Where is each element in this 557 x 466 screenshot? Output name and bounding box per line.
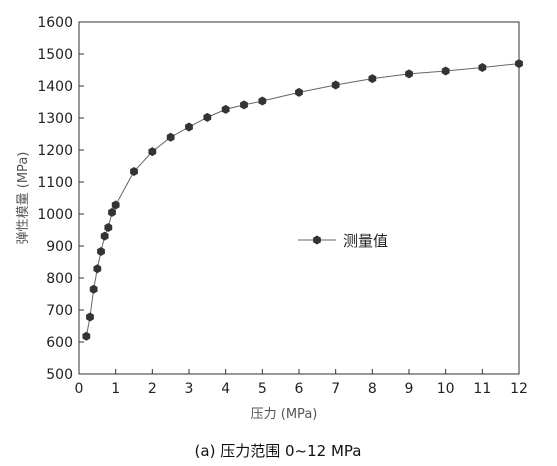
x-tick-label: 1 (111, 381, 120, 397)
y-tick-label: 800 (46, 271, 73, 287)
y-tick-label: 600 (46, 335, 73, 351)
y-tick-label: 1300 (37, 111, 73, 127)
data-point (89, 284, 98, 294)
x-axis-title: 压力 (MPa) (251, 407, 318, 422)
legend-marker (313, 235, 321, 245)
y-tick-label: 1600 (37, 15, 73, 31)
data-point (82, 331, 91, 341)
data-point (100, 231, 109, 241)
data-point (368, 74, 377, 84)
x-tick-label: 6 (295, 381, 304, 397)
data-point (221, 104, 230, 114)
x-tick-label: 7 (331, 381, 340, 397)
y-axis-ticks: 500 600 700 800 900 1000 1100 1200 1300 1400 1500 1… (37, 15, 84, 383)
data-points (82, 59, 523, 341)
plot-frame (78, 21, 520, 375)
data-point (295, 87, 303, 97)
data-point (93, 264, 102, 274)
x-tick-label: 0 (75, 381, 84, 397)
x-tick-label: 10 (437, 381, 455, 397)
x-tick-label: 5 (258, 381, 267, 397)
y-tick-label: 1400 (37, 79, 73, 95)
x-tick-label: 4 (221, 381, 230, 397)
y-tick-label: 1000 (37, 207, 73, 223)
data-point (331, 80, 340, 90)
y-axis-title: 弹性模量 (MPa) (16, 152, 31, 245)
series-line-measured (85, 63, 520, 337)
data-point (104, 222, 113, 232)
y-tick-label: 1200 (37, 143, 73, 159)
legend: 测量值 (298, 232, 388, 250)
y-tick-label: 500 (46, 367, 73, 383)
data-point (203, 112, 212, 122)
data-point (478, 62, 487, 72)
legend-label: 测量值 (343, 232, 388, 250)
data-point (97, 246, 105, 256)
data-point (441, 66, 450, 76)
data-point (130, 166, 138, 176)
figure-caption: (a) 压力范围 0~12 MPa (195, 442, 362, 460)
data-point (240, 100, 248, 110)
data-point (86, 312, 94, 322)
y-tick-label: 1500 (37, 47, 73, 63)
y-tick-label: 1100 (37, 175, 73, 191)
x-tick-label: 12 (510, 381, 528, 397)
x-tick-label: 3 (185, 381, 194, 397)
x-tick-label: 9 (405, 381, 414, 397)
x-tick-label: 2 (148, 381, 157, 397)
data-point (185, 122, 193, 132)
data-point (258, 96, 267, 106)
data-point (515, 59, 523, 69)
y-tick-label: 900 (46, 239, 73, 255)
data-point (108, 207, 116, 217)
x-tick-label: 11 (473, 381, 491, 397)
data-point (111, 200, 120, 210)
y-tick-label: 700 (46, 303, 73, 319)
data-point (166, 132, 175, 142)
x-tick-label: 8 (368, 381, 377, 397)
data-point (405, 69, 413, 79)
x-axis-ticks: 0 1 2 3 4 5 6 7 8 9 10 11 12 (75, 369, 528, 397)
data-point (148, 147, 157, 157)
